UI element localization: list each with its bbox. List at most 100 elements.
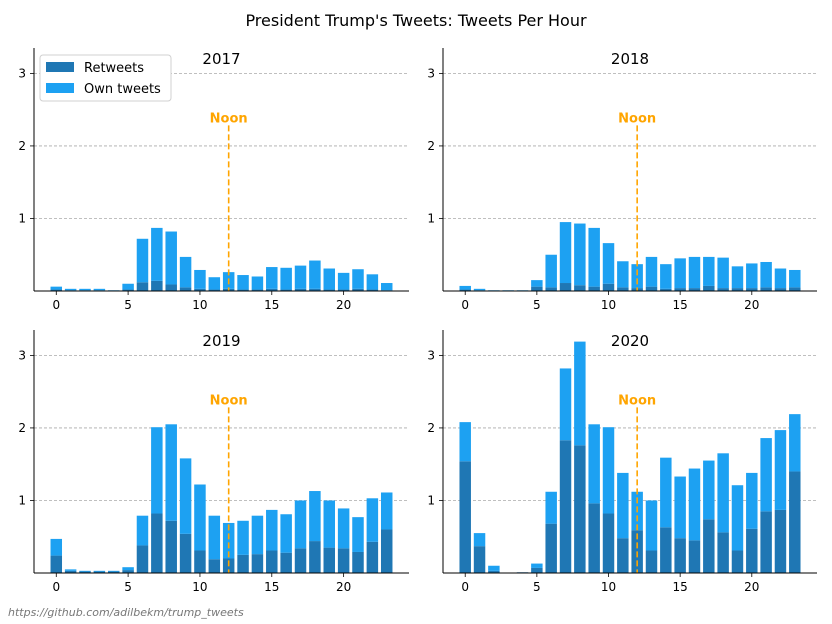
legend: Retweets Own tweets (39, 54, 172, 102)
bar-own-tweets (194, 484, 206, 551)
bar-retweets (660, 288, 672, 291)
x-tick-label: 15 (264, 298, 279, 312)
bar-own-tweets (79, 288, 91, 291)
bar-retweets (731, 288, 744, 291)
bar-own-tweets (266, 509, 278, 551)
bar-own-tweets (251, 276, 264, 290)
bar-own-tweets (237, 275, 249, 290)
bar-retweets (789, 287, 801, 291)
bar-own-tweets (602, 243, 615, 284)
legend-entry: Own tweets (84, 82, 161, 97)
x-tick-label: 20 (744, 298, 759, 312)
bar-own-tweets (79, 570, 91, 572)
bar-own-tweets (703, 256, 715, 286)
bar-own-tweets (660, 264, 672, 289)
bar-own-tweets (617, 472, 629, 539)
y-tick-label: 3 (18, 66, 26, 80)
bar-retweets (531, 567, 543, 573)
x-tick-label: 0 (52, 580, 60, 594)
bar-retweets (645, 286, 658, 291)
bar-retweets (660, 527, 672, 573)
bar-retweets (294, 288, 307, 291)
bar-own-tweets (789, 414, 801, 472)
bar-own-tweets (760, 438, 772, 512)
bar-own-tweets (151, 227, 163, 281)
bar-own-tweets (93, 288, 106, 291)
bar-own-tweets (459, 422, 471, 462)
bar-retweets (280, 289, 292, 291)
bar-retweets (352, 288, 364, 291)
noon-label: Noon (210, 393, 248, 408)
y-tick-label: 3 (427, 348, 435, 362)
bar-own-tweets (731, 266, 744, 289)
bar-retweets (337, 548, 350, 573)
bar-own-tweets (688, 468, 701, 541)
bar-own-tweets (280, 267, 292, 290)
x-tick-label: 5 (533, 580, 541, 594)
bar-own-tweets (251, 515, 264, 555)
panel-title: 2019 (202, 332, 240, 350)
bar-retweets (64, 570, 77, 573)
bar-own-tweets (266, 267, 278, 289)
bar-own-tweets (337, 508, 350, 549)
x-tick-label: 20 (336, 580, 351, 594)
x-tick-label: 15 (673, 298, 688, 312)
panel-title: 2018 (611, 50, 649, 68)
bar-own-tweets (760, 261, 772, 288)
panel-2018: 1 2 3 Noon 0 5 10 15 20 2018 (427, 48, 817, 312)
bar-own-tweets (136, 515, 149, 546)
bar-retweets (645, 550, 658, 573)
bar-own-tweets (545, 254, 557, 288)
bar-retweets (50, 555, 63, 573)
bar-retweets (574, 285, 586, 291)
bar-retweets (746, 288, 758, 291)
bar-retweets (688, 540, 701, 573)
bar-retweets (602, 283, 615, 291)
bar-retweets (151, 280, 163, 291)
bar-retweets (774, 288, 787, 291)
bar-retweets (488, 570, 500, 573)
bar-retweets (588, 503, 600, 573)
bar-own-tweets (323, 500, 336, 548)
y-tick-label: 2 (18, 421, 26, 435)
bar-own-tweets (488, 565, 500, 571)
bar-own-tweets (323, 268, 336, 290)
bar-own-tweets (774, 430, 787, 510)
bar-retweets (237, 554, 249, 573)
bar-retweets (237, 289, 249, 291)
bar-own-tweets (179, 256, 192, 288)
bar-own-tweets (366, 274, 379, 290)
noon-label: Noon (618, 111, 656, 126)
legend-entry: Retweets (84, 61, 144, 76)
bar-own-tweets (660, 457, 672, 528)
bar-retweets (717, 532, 729, 573)
bar-retweets (774, 509, 787, 573)
bar-retweets (559, 440, 572, 573)
bar-own-tweets (602, 427, 615, 514)
x-tick-label: 20 (744, 580, 759, 594)
bar-own-tweets (531, 563, 543, 568)
bar-retweets (674, 288, 686, 291)
bar-own-tweets (574, 223, 586, 286)
bar-own-tweets (50, 286, 63, 290)
bar-retweets (617, 287, 629, 291)
bar-retweets (323, 289, 336, 291)
legend-swatch (46, 62, 74, 72)
bar-own-tweets (380, 283, 393, 291)
bar-own-tweets (208, 515, 221, 560)
bar-own-tweets (746, 472, 758, 529)
bar-own-tweets (380, 492, 393, 530)
bar-own-tweets (50, 538, 63, 556)
bar-own-tweets (165, 231, 177, 285)
bar-own-tweets (194, 269, 206, 289)
bar-retweets (703, 519, 715, 573)
bar-own-tweets (165, 424, 177, 521)
bar-own-tweets (674, 476, 686, 539)
bar-retweets (760, 511, 772, 573)
bar-retweets (179, 533, 192, 573)
bar-retweets (674, 538, 686, 573)
bar-retweets (545, 523, 557, 573)
bar-own-tweets (703, 460, 715, 520)
bar-retweets (380, 529, 393, 573)
bar-retweets (717, 288, 729, 291)
